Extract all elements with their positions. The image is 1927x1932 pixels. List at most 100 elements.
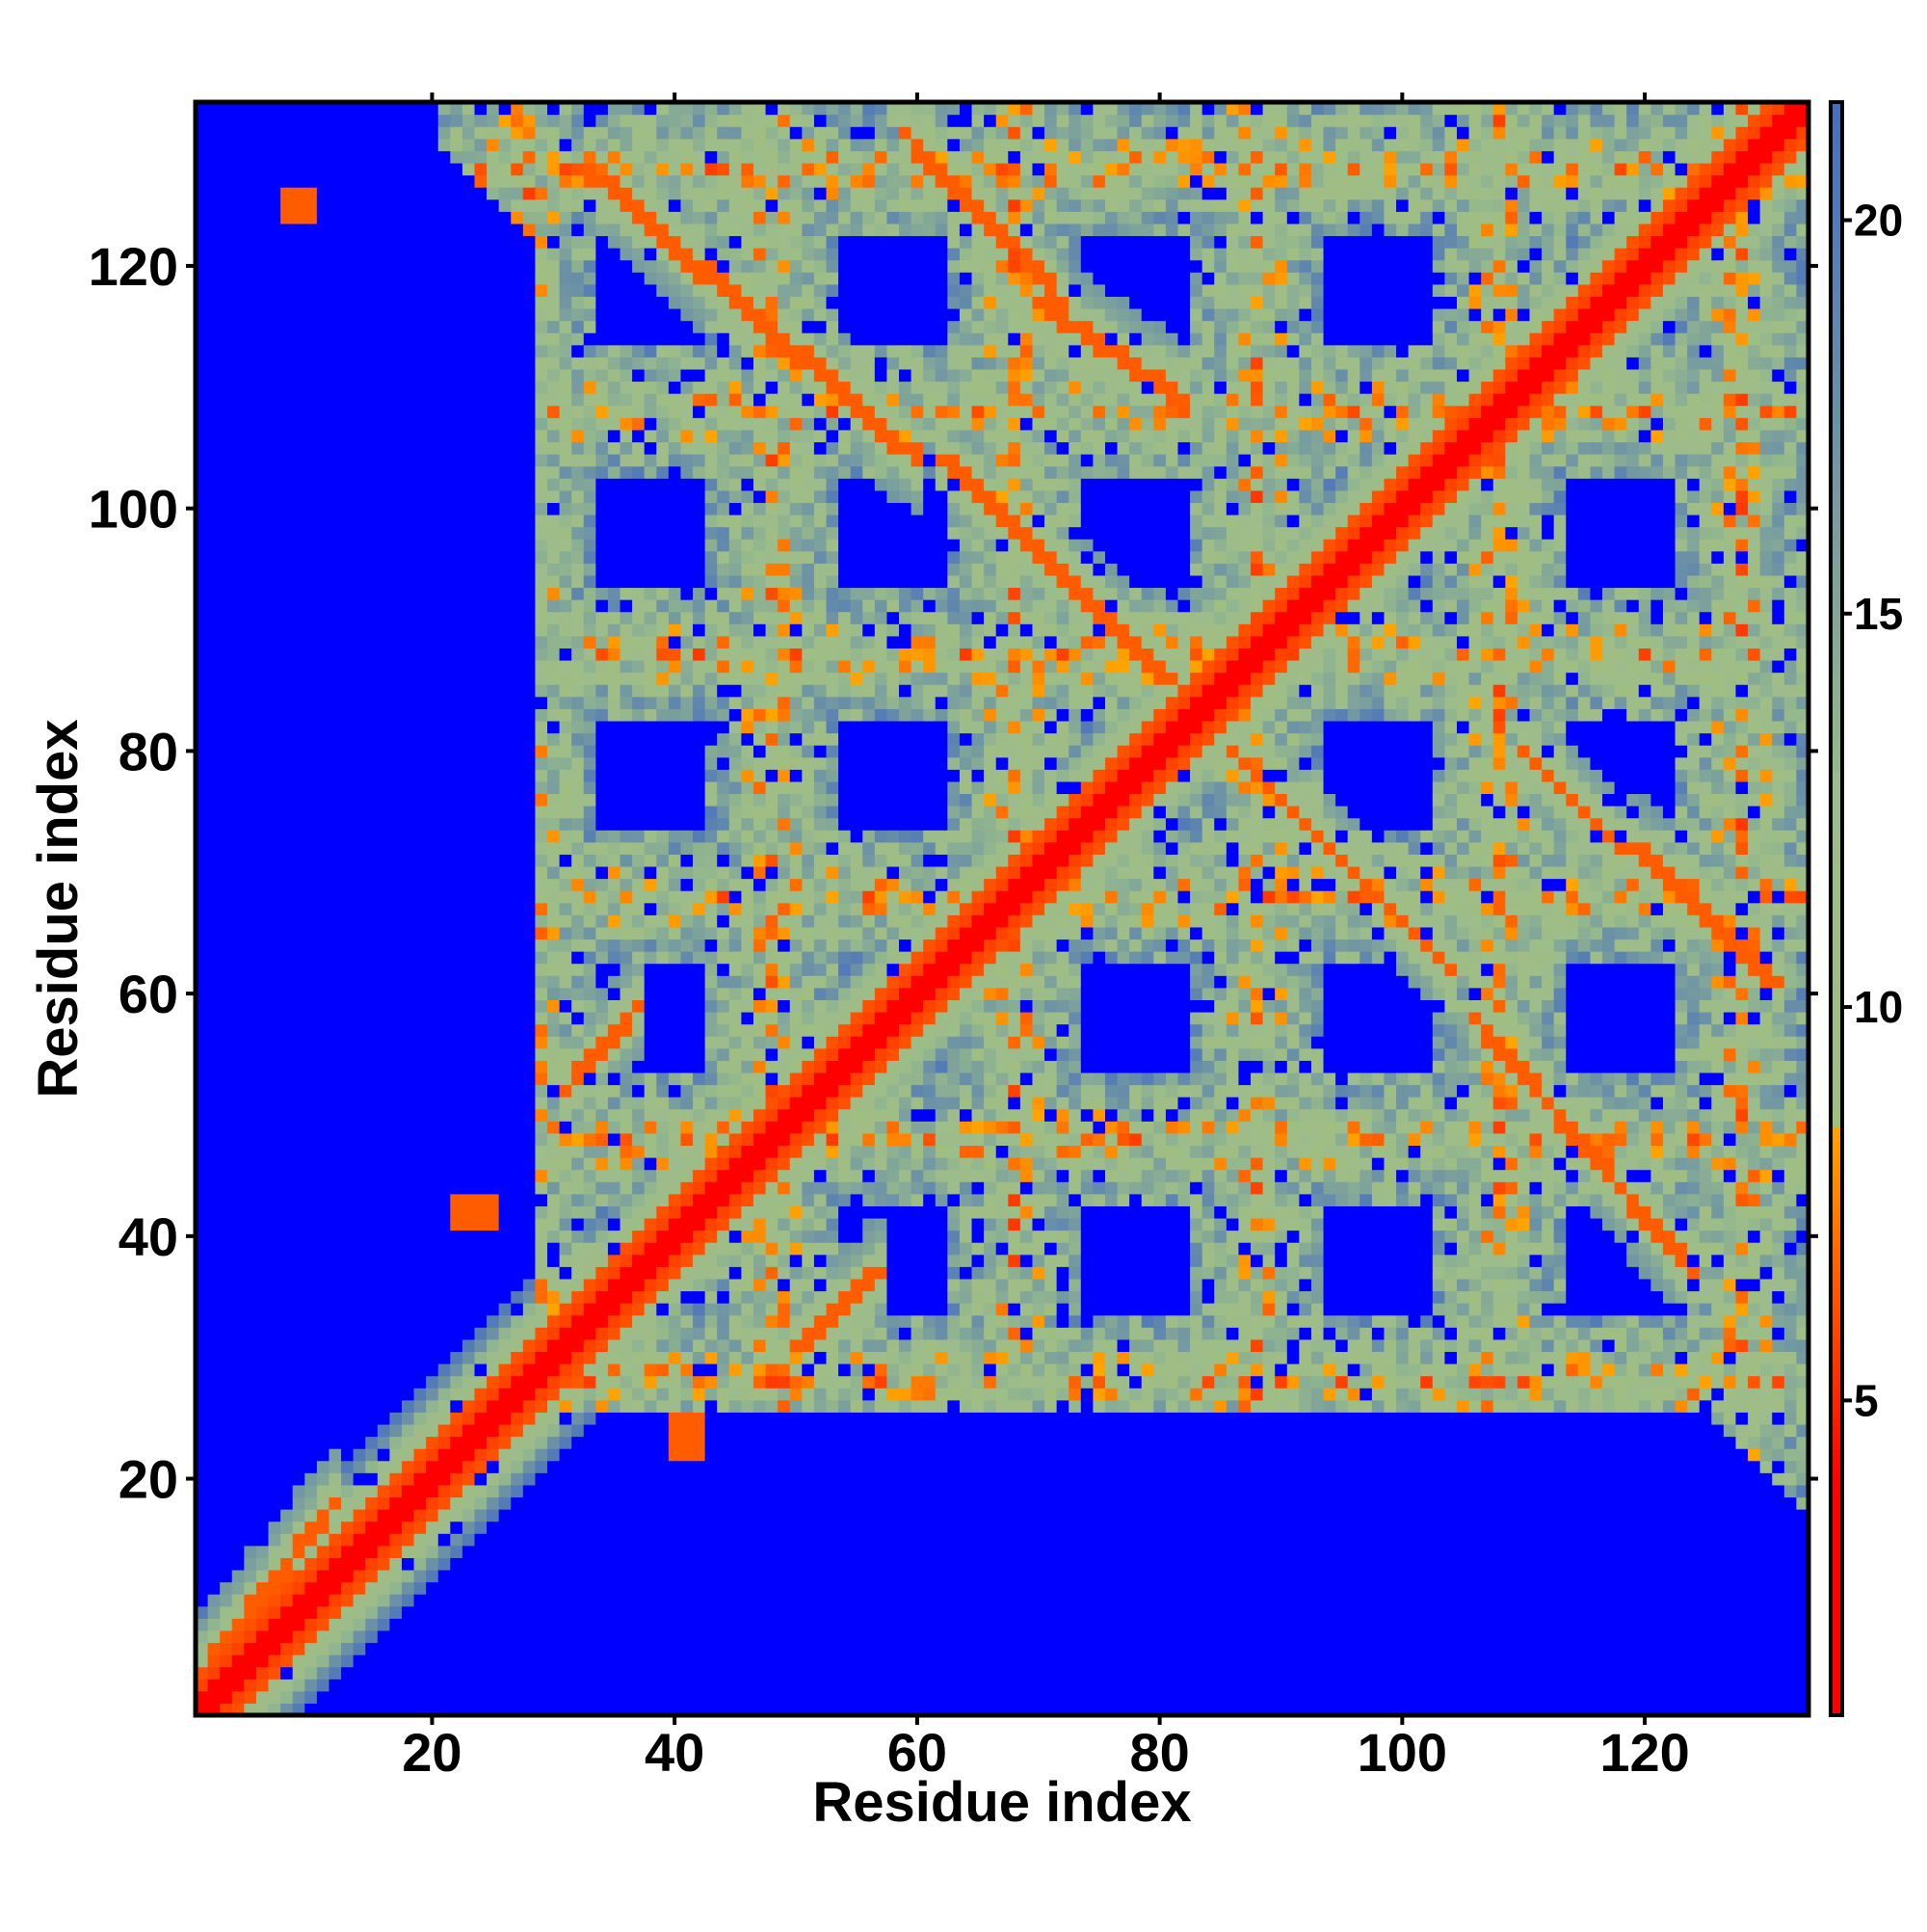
heatmap-cell (196, 914, 209, 928)
heatmap-cell (280, 1557, 294, 1571)
heatmap-cell (607, 393, 621, 407)
heatmap-cell (413, 417, 427, 431)
heatmap-cell (365, 1618, 379, 1631)
heatmap-cell (268, 854, 281, 867)
heatmap-cell (595, 1205, 609, 1219)
heatmap-cell (571, 320, 585, 333)
heatmap-cell (547, 648, 561, 661)
heatmap-cell (522, 1654, 537, 1668)
heatmap-cell (231, 1217, 245, 1231)
heatmap-cell (620, 1011, 633, 1025)
heatmap-cell (377, 672, 390, 685)
heatmap-cell (196, 1097, 209, 1110)
heatmap-cell (547, 672, 561, 685)
heatmap-cell (292, 1388, 305, 1401)
heatmap-cell (511, 659, 524, 674)
heatmap-cell (571, 1666, 585, 1680)
heatmap-cell (413, 1666, 427, 1680)
heatmap-cell (377, 1642, 390, 1655)
heatmap-cell (341, 198, 355, 212)
heatmap-cell (607, 1496, 621, 1510)
heatmap-cell (487, 332, 500, 346)
heatmap-cell (583, 1605, 596, 1619)
heatmap-cell (207, 296, 221, 309)
heatmap-cell (498, 405, 512, 418)
heatmap-cell (583, 1217, 596, 1231)
heatmap-cell (377, 1605, 390, 1619)
heatmap-cell (426, 769, 439, 782)
heatmap-cell (547, 296, 561, 309)
heatmap-cell (196, 1363, 209, 1377)
heatmap-cell (413, 138, 427, 151)
heatmap-cell (547, 490, 561, 503)
heatmap-cell (498, 987, 512, 1000)
heatmap-cell (292, 259, 305, 273)
heatmap-cell (632, 150, 646, 164)
heatmap-cell (304, 405, 318, 418)
heatmap-cell (511, 102, 524, 116)
heatmap-cell (571, 1217, 585, 1231)
heatmap-cell (401, 1436, 415, 1449)
heatmap-cell (522, 696, 537, 709)
heatmap-cell (231, 732, 245, 746)
heatmap-cell (207, 999, 221, 1013)
heatmap-cell (498, 684, 512, 698)
heatmap-cell (231, 1338, 245, 1353)
heatmap-cell (632, 720, 646, 734)
heatmap-cell (547, 126, 561, 140)
heatmap-cell (571, 1145, 585, 1158)
heatmap-cell (571, 307, 585, 322)
heatmap-cell (244, 623, 257, 637)
heatmap-cell (595, 1484, 609, 1498)
heatmap-cell (244, 951, 257, 965)
heatmap-cell (231, 114, 245, 127)
heatmap-cell (255, 1254, 270, 1267)
heatmap-cell (304, 550, 318, 564)
heatmap-cell (304, 1266, 318, 1280)
heatmap-cell (487, 793, 500, 807)
heatmap-cell (196, 514, 209, 528)
heatmap-cell (522, 841, 537, 855)
heatmap-cell (474, 648, 488, 661)
heatmap-cell (365, 1351, 379, 1364)
heatmap-cell (304, 1533, 318, 1547)
heatmap-cell (474, 1472, 488, 1486)
heatmap-cell (620, 756, 633, 770)
heatmap-cell (559, 174, 572, 188)
heatmap-cell (522, 1132, 537, 1147)
heatmap-cell (632, 514, 646, 528)
heatmap-cell (255, 1581, 270, 1595)
heatmap-cell (559, 368, 572, 383)
heatmap-cell (413, 1314, 427, 1328)
heatmap-cell (244, 1084, 257, 1098)
heatmap-cell (268, 1399, 281, 1413)
heatmap-cell (207, 381, 221, 394)
heatmap-cell (607, 914, 621, 928)
heatmap-cell (474, 1557, 488, 1571)
heatmap-cell (426, 599, 439, 613)
heatmap-cell (329, 1011, 342, 1025)
heatmap-cell (437, 502, 451, 516)
heatmap-cell (389, 817, 403, 831)
heatmap-cell (268, 514, 281, 528)
heatmap-cell (329, 830, 342, 843)
heatmap-cell (498, 830, 512, 843)
heatmap-cell (559, 417, 572, 431)
heatmap-cell (244, 926, 257, 940)
heatmap-cell (522, 1388, 537, 1401)
heatmap-cell (341, 806, 355, 819)
heatmap-cell (220, 381, 233, 394)
heatmap-cell (196, 259, 209, 273)
heatmap-cell (231, 841, 245, 855)
heatmap-cell (511, 1205, 524, 1219)
heatmap-cell (620, 781, 633, 795)
heatmap-cell (450, 926, 463, 940)
heatmap-cell (304, 357, 318, 370)
heatmap-cell (595, 817, 609, 831)
heatmap-cell (607, 574, 621, 589)
heatmap-cell (583, 1097, 596, 1110)
heatmap-cell (255, 393, 270, 407)
heatmap-cell (607, 854, 621, 867)
heatmap-cell (559, 1388, 572, 1401)
